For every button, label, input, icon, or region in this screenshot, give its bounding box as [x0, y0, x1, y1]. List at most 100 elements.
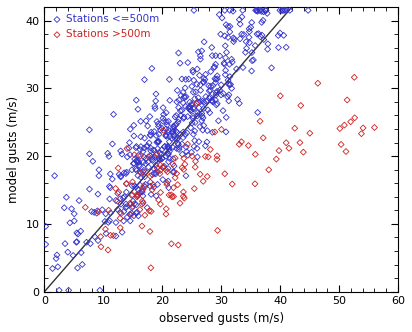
- Stations >500m: [180, 167, 187, 172]
- Stations <=500m: [226, 82, 233, 88]
- Stations <=500m: [159, 156, 166, 161]
- Stations <=500m: [136, 162, 143, 168]
- Stations <=500m: [154, 138, 161, 144]
- Stations >500m: [173, 171, 180, 176]
- Stations >500m: [131, 152, 138, 157]
- Stations <=500m: [79, 262, 86, 267]
- Stations >500m: [157, 171, 163, 176]
- Stations <=500m: [143, 118, 150, 124]
- Stations <=500m: [143, 161, 149, 166]
- Stations >500m: [257, 119, 263, 124]
- Stations <=500m: [164, 152, 171, 157]
- Stations >500m: [163, 167, 169, 173]
- Stations <=500m: [175, 119, 181, 124]
- Stations <=500m: [262, 8, 269, 13]
- Stations <=500m: [67, 220, 73, 225]
- Stations <=500m: [166, 149, 173, 154]
- Stations <=500m: [199, 48, 205, 53]
- Stations <=500m: [163, 132, 169, 137]
- Stations >500m: [252, 152, 259, 157]
- Stations <=500m: [133, 144, 140, 149]
- Stations <=500m: [154, 146, 161, 151]
- Stations >500m: [118, 211, 124, 216]
- Stations <=500m: [133, 98, 140, 103]
- Stations <=500m: [190, 90, 197, 95]
- Stations >500m: [110, 233, 117, 238]
- Stations >500m: [180, 156, 187, 161]
- Stations <=500m: [196, 139, 202, 144]
- Stations <=500m: [226, 92, 232, 97]
- Stations >500m: [147, 229, 153, 234]
- Stations >500m: [164, 182, 170, 187]
- Stations <=500m: [180, 90, 186, 95]
- Stations <=500m: [51, 173, 58, 178]
- Stations >500m: [145, 154, 152, 159]
- Stations >500m: [139, 199, 145, 204]
- Stations >500m: [358, 131, 365, 136]
- Stations <=500m: [243, 39, 250, 44]
- Stations <=500m: [169, 145, 176, 150]
- Stations <=500m: [239, 14, 245, 20]
- Stations >500m: [297, 103, 304, 108]
- Stations <=500m: [218, 32, 224, 37]
- Stations <=500m: [126, 140, 133, 145]
- Stations <=500m: [214, 101, 220, 106]
- Stations <=500m: [225, 77, 231, 83]
- Stations <=500m: [103, 211, 109, 216]
- Stations <=500m: [188, 103, 195, 108]
- Stations <=500m: [222, 8, 228, 13]
- Stations <=500m: [260, 9, 267, 14]
- Stations <=500m: [135, 173, 141, 178]
- Stations >500m: [338, 142, 344, 147]
- Stations >500m: [169, 194, 176, 200]
- Stations >500m: [157, 162, 164, 168]
- Stations >500m: [300, 149, 307, 155]
- Stations <=500m: [238, 32, 245, 37]
- Stations <=500m: [199, 99, 206, 104]
- Stations <=500m: [206, 88, 213, 94]
- Stations <=500m: [180, 115, 187, 120]
- Stations <=500m: [163, 126, 169, 132]
- Stations <=500m: [71, 218, 77, 223]
- Stations <=500m: [132, 167, 139, 172]
- Stations <=500m: [129, 183, 135, 188]
- Stations <=500m: [107, 185, 114, 190]
- Stations <=500m: [133, 202, 140, 208]
- Stations >500m: [139, 202, 145, 207]
- Stations <=500m: [136, 190, 143, 196]
- Stations <=500m: [214, 76, 220, 81]
- Stations <=500m: [249, 58, 255, 63]
- Stations <=500m: [182, 104, 189, 109]
- Stations <=500m: [170, 169, 176, 175]
- Stations <=500m: [170, 128, 177, 134]
- Stations <=500m: [259, 33, 265, 38]
- Stations <=500m: [173, 146, 180, 151]
- Stations <=500m: [163, 154, 170, 159]
- Stations <=500m: [153, 193, 159, 199]
- Stations <=500m: [103, 231, 110, 236]
- Stations >500m: [343, 149, 349, 154]
- Stations <=500m: [151, 148, 158, 153]
- Stations <=500m: [254, 110, 261, 115]
- Stations <=500m: [166, 98, 173, 103]
- Stations <=500m: [73, 239, 80, 244]
- Stations <=500m: [78, 250, 84, 255]
- Stations <=500m: [165, 127, 172, 133]
- Stations >500m: [277, 93, 283, 99]
- Stations <=500m: [183, 77, 189, 82]
- Stations <=500m: [162, 133, 169, 138]
- Stations <=500m: [192, 96, 198, 101]
- Stations <=500m: [194, 110, 201, 115]
- Stations <=500m: [178, 108, 185, 113]
- Stations <=500m: [223, 115, 229, 120]
- Stations <=500m: [262, 8, 269, 13]
- Stations <=500m: [54, 264, 61, 270]
- Stations <=500m: [179, 152, 186, 157]
- Stations <=500m: [227, 8, 233, 13]
- Stations <=500m: [199, 127, 206, 133]
- Stations <=500m: [199, 114, 206, 119]
- Stations <=500m: [231, 37, 238, 42]
- Stations <=500m: [277, 31, 283, 36]
- Stations <=500m: [196, 105, 202, 111]
- Stations <=500m: [161, 144, 168, 149]
